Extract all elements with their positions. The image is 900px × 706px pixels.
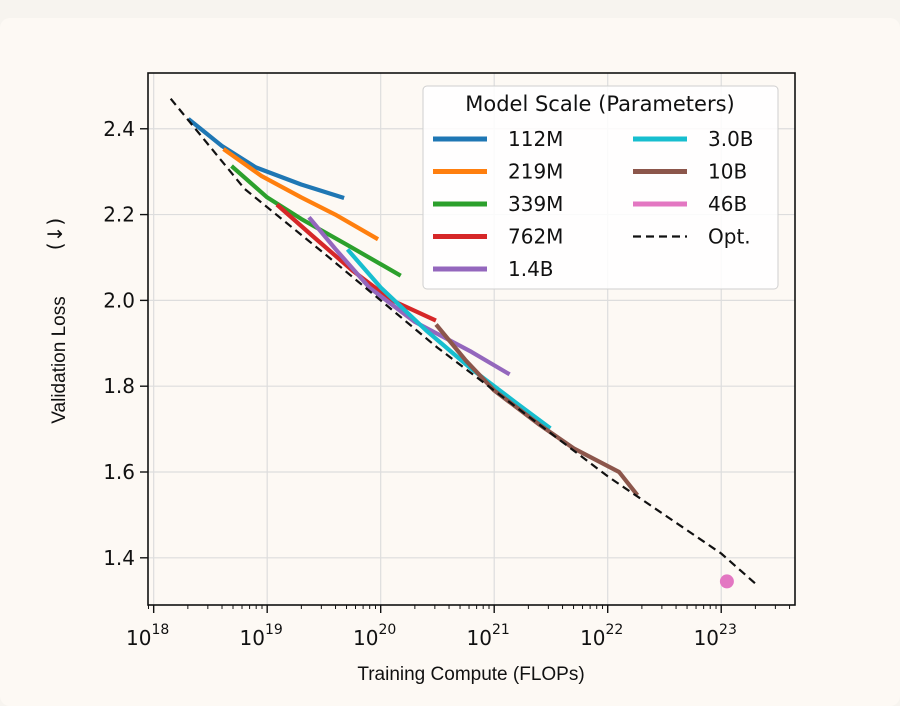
series-line-3-0b [345,248,552,430]
series-line-339m [230,164,402,278]
series-line-762m [275,203,437,323]
y-tick-label: 2.2 [103,203,135,227]
legend-label-339m: 339M [508,192,563,216]
legend-label-10b: 10B [708,160,747,184]
legend-label-opt: Opt. [708,225,751,249]
y-tick-label: 2.4 [103,117,135,141]
x-tick-label: 1022 [580,622,623,650]
legend-label-112m: 112M [508,127,563,151]
plot-frame [147,72,796,606]
legend-entries: 112M 219M 339M 762M 1.4B 3.0B 10B 46B Opt. [433,127,754,281]
series-line-opt [169,98,757,585]
legend-label-1-4b: 1.4B [508,257,554,281]
series-line-219m [222,147,380,242]
legend-label-46b: 46B [708,192,747,216]
series-line-1-4b [307,215,511,377]
x-tick-label: 1018 [126,622,169,650]
x-tick-label: 1020 [353,622,396,650]
legend: Model Scale (Parameters) 112M 219M 339M 762… [422,85,779,290]
legend-label-3-0b: 3.0B [708,127,754,151]
series-lines [169,98,757,589]
y-tick-label: 1.8 [103,374,135,398]
legend-box [422,85,779,290]
y-tick-label: 1.4 [103,546,135,570]
series-point-46b [719,574,734,589]
y-axis-title: Validation Loss [49,296,70,423]
legend-label-219m: 219M [508,160,563,184]
y-tick-label: 2.0 [103,288,135,312]
x-tick-label: 1021 [467,622,510,650]
legend-label-762m: 762M [508,225,563,249]
y-tick-label: 1.6 [103,460,135,484]
axis-ticks: 1018 1019 1020 1021 1022 1023 1.4 1.6 1.8 2.0 2.2 2… [103,117,791,650]
series-line-112m [187,117,345,201]
x-axis-title: Training Compute (FLOPs) [357,664,584,685]
x-tick-label: 1023 [694,622,737,650]
y-axis-arrow: (↓) [43,218,67,250]
legend-title: Model Scale (Parameters) [465,92,734,116]
x-tick-label: 1019 [240,622,283,650]
